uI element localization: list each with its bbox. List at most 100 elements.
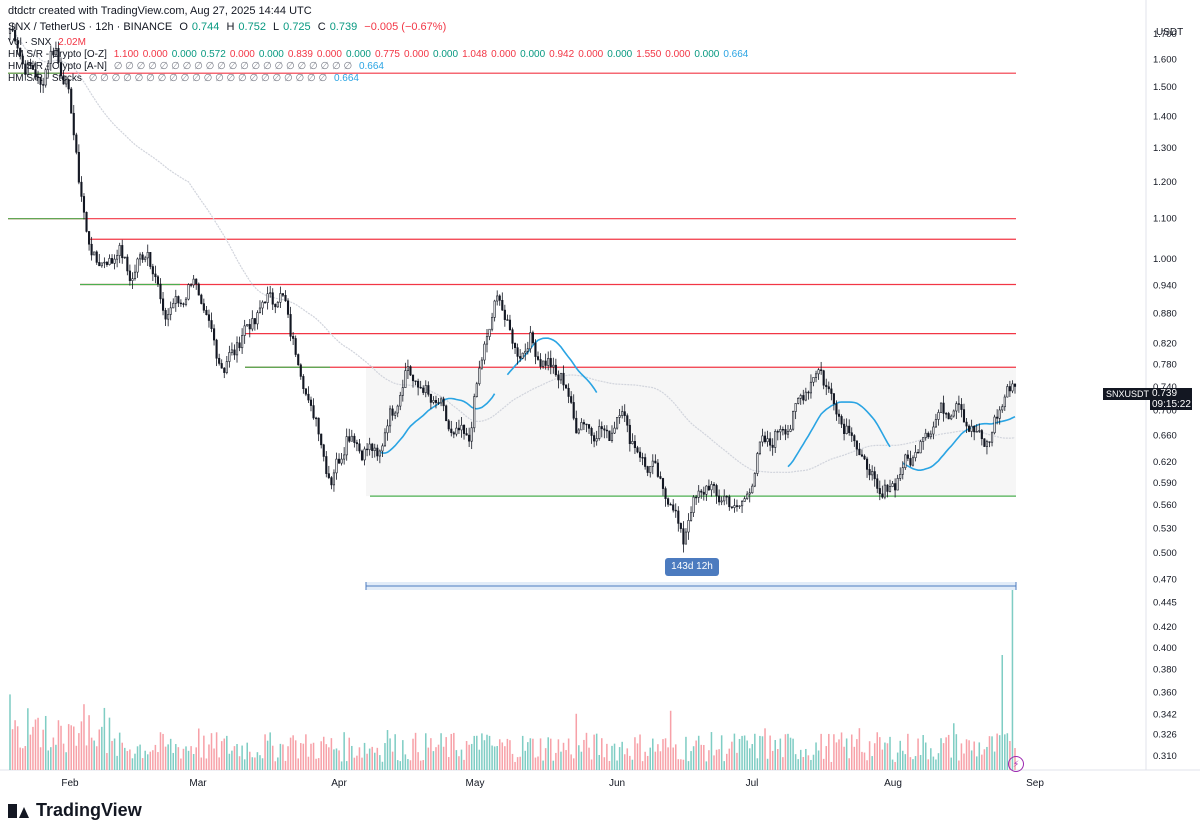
candle-body [496, 295, 499, 302]
volume-bar [481, 733, 483, 770]
indicator-an[interactable]: HM S/R - Crypto [A-N] ∅ ∅ ∅ ∅ ∅ ∅ ∅ ∅ ∅ … [8, 61, 388, 72]
candle-body [445, 405, 448, 422]
candle [960, 398, 963, 418]
candle [973, 425, 976, 441]
candle [182, 302, 185, 308]
indicator-an-name: HM S/R - Crypto [A-N] [8, 61, 107, 72]
volume-bar [445, 737, 447, 770]
candle [567, 383, 570, 404]
volume-bar [498, 739, 501, 770]
candle-body [628, 424, 631, 444]
candle [909, 450, 912, 467]
candle-body [598, 426, 601, 439]
volume-bar [476, 735, 478, 770]
volume-bar [856, 739, 858, 770]
candle [292, 331, 295, 346]
indicator-oz-value: 0.000 [694, 49, 720, 60]
candle-body [730, 506, 733, 508]
candle [70, 86, 73, 114]
volume-bar [588, 747, 590, 770]
symbol-title[interactable]: SNX / TetherUS · 12h · BINANCE [8, 21, 173, 33]
candle-body [29, 62, 32, 66]
volume-bar [422, 760, 424, 770]
volume-bar [718, 749, 720, 770]
candle [264, 301, 267, 304]
volume-bar [368, 748, 371, 770]
indicator-stocks[interactable]: HM S/R - Stocks ∅ ∅ ∅ ∅ ∅ ∅ ∅ ∅ ∅ ∅ ∅ ∅ … [8, 73, 363, 84]
candle-body [65, 79, 68, 85]
candle-body [679, 523, 682, 529]
candle-body [952, 410, 955, 417]
volume-bar [29, 734, 32, 770]
volume-bar [417, 752, 419, 770]
candle [212, 324, 216, 346]
volume-bar [437, 744, 440, 770]
candle [720, 496, 723, 506]
candle-body [243, 325, 246, 336]
price-tick-label: 0.380 [1153, 665, 1177, 676]
price-scale-currency[interactable]: USDT [1156, 27, 1184, 38]
volume-bar [478, 749, 481, 770]
candle-body [457, 427, 460, 431]
candle [16, 37, 19, 55]
volume-bar [519, 756, 521, 770]
volume-bar [902, 750, 904, 770]
candle [429, 393, 432, 409]
volume-bar [302, 743, 305, 770]
candle [470, 421, 473, 450]
volume-bar [379, 755, 381, 770]
volume-bar [912, 759, 914, 770]
volume-bar [720, 735, 723, 770]
candle [315, 416, 318, 427]
volume-bar [570, 754, 572, 770]
indicator-stocks-name: HM S/R - Stocks [8, 73, 82, 84]
volume-bar [21, 748, 24, 770]
volume-bar [549, 738, 552, 770]
time-tick-label: Jul [746, 778, 759, 789]
candle-body [534, 342, 537, 357]
price-tick-label: 1.700 [1153, 29, 1177, 40]
date-range-measure [365, 582, 1017, 590]
candle-body [246, 324, 249, 327]
candle-body [659, 476, 662, 479]
candle [725, 495, 728, 505]
time-tick-label: May [466, 778, 485, 789]
candle [878, 480, 881, 501]
sr-levels [8, 72, 1016, 497]
candle-body [886, 484, 889, 492]
volume-bar [861, 751, 863, 770]
volume-bar [180, 758, 182, 770]
volume-legend[interactable]: Vol · SNX 2.02M [8, 37, 90, 48]
candle-body [345, 436, 348, 456]
candle-body [82, 196, 86, 213]
candle [746, 491, 749, 500]
candle-body [542, 360, 545, 367]
candle [674, 503, 677, 518]
candle-body [613, 427, 616, 434]
volume-bar [710, 732, 713, 770]
candle-body [865, 458, 869, 470]
lightning-icon[interactable]: ⚡ [1008, 756, 1024, 772]
candle [947, 411, 950, 420]
volume-bar [146, 754, 149, 770]
candle [335, 452, 338, 480]
volume-bar [789, 737, 792, 770]
candle [769, 432, 772, 452]
volume-bar [881, 749, 884, 770]
indicator-oz[interactable]: HM S/R - Crypto [O-Z] 1.100 0.000 0.000 0.5… [8, 49, 756, 60]
candle-body [348, 436, 351, 442]
candle [366, 443, 369, 457]
candle-body [470, 427, 473, 442]
candle [121, 239, 124, 264]
volume-bar [654, 751, 657, 770]
candle [939, 402, 943, 413]
volume-bar [384, 743, 386, 770]
candle [608, 430, 611, 441]
candle [401, 379, 404, 402]
candle [116, 249, 119, 268]
volume-bar [213, 748, 215, 770]
candle [496, 290, 499, 306]
candle [784, 424, 787, 441]
